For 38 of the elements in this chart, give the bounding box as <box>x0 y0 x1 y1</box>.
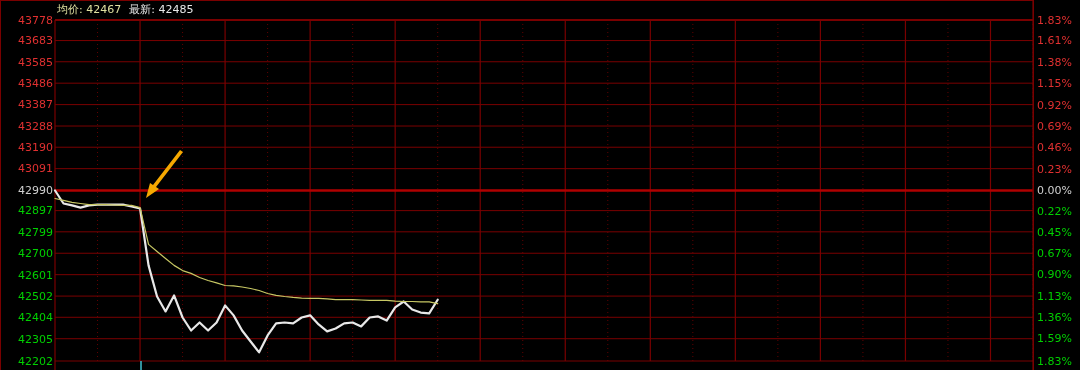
y2-tick-label: 0.00% <box>1037 184 1072 198</box>
chart-title: 均价: 42467 <box>56 3 122 16</box>
y2-tick-label: 1.13% <box>1037 289 1072 303</box>
y2-tick-label: 1.15% <box>1037 77 1072 91</box>
line-series <box>54 197 439 305</box>
y2-tick-label: 0.92% <box>1037 98 1072 112</box>
y2-tick-label: 0.90% <box>1037 268 1072 282</box>
y-tick-label: 43486 <box>18 77 53 91</box>
y-tick-label: 42601 <box>18 268 53 282</box>
y-tick-label: 43091 <box>18 162 53 176</box>
y-tick-label: 42990 <box>18 184 53 198</box>
y2-tick-label: 1.59% <box>1037 332 1072 346</box>
y2-tick-label: 0.67% <box>1037 246 1072 260</box>
y2-tick-label: 0.46% <box>1037 141 1072 155</box>
y-tick-label: 43778 <box>18 13 53 27</box>
y-tick-label: 43585 <box>18 55 53 69</box>
y-tick-label: 42202 <box>18 354 53 368</box>
y-tick-label: 42404 <box>18 311 53 325</box>
y-tick-label: 42700 <box>18 247 53 261</box>
y2-tick-label: 0.22% <box>1037 204 1072 218</box>
y-tick-label: 42502 <box>18 289 53 303</box>
y-tick-label: 42897 <box>18 204 53 218</box>
y-tick-label: 42799 <box>18 225 53 239</box>
y2-tick-label: 0.23% <box>1037 162 1072 176</box>
y-tick-label: 43387 <box>18 98 53 112</box>
y-tick-label: 43288 <box>18 119 53 133</box>
y-tick-label: 43190 <box>18 141 53 155</box>
y2-tick-label: 1.36% <box>1037 311 1072 325</box>
y2-tick-label: 0.69% <box>1037 120 1072 134</box>
y-tick-label: 43683 <box>18 34 53 48</box>
y2-tick-label: 1.61% <box>1037 34 1072 48</box>
y-tick-label: 42305 <box>18 332 53 346</box>
y2-tick-label: 0.45% <box>1037 226 1072 240</box>
y2-tick-label: 1.38% <box>1037 55 1072 69</box>
line-series <box>53 189 439 354</box>
chart-subtitle: 最新: 42485 <box>129 3 194 16</box>
y2-tick-label: 1.83% <box>1037 13 1072 27</box>
y2-tick-label: 1.83% <box>1037 354 1072 368</box>
